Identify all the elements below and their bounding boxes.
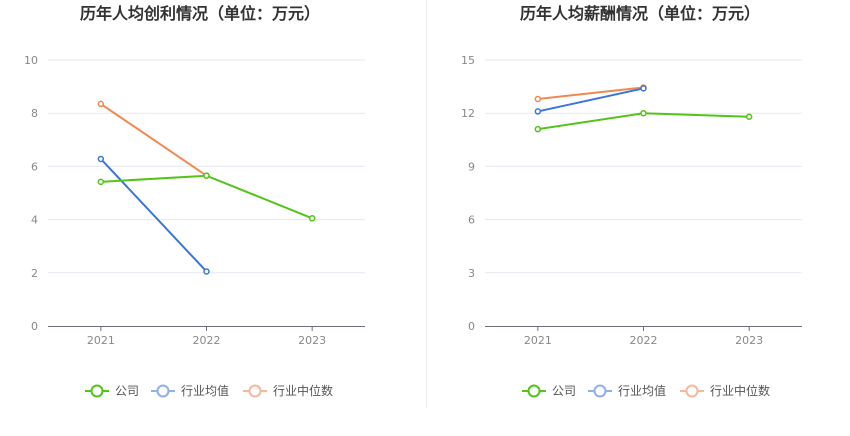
- x-tick-label: 2023: [298, 334, 326, 347]
- y-tick-label: 3: [468, 267, 475, 280]
- y-tick-label: 9: [468, 160, 475, 173]
- data-point-company[interactable]: [640, 109, 647, 117]
- legend-marker: [90, 384, 104, 398]
- profit-per-capita-chart: 历年人均创利情况（单位：万元） 0 2 4 6 8 10 2021 2022 2023 公司 行业均…: [24, 4, 365, 398]
- x-tick-label: 2021: [524, 334, 552, 347]
- y-tick-label: 6: [468, 214, 475, 227]
- y-tick-label: 15: [461, 54, 475, 67]
- series-line-industry-median: [100, 103, 208, 177]
- y-tick-label: 6: [31, 160, 38, 173]
- chart-title: 历年人均薪酬情况（单位：万元）: [520, 4, 760, 23]
- data-point-industry-avg[interactable]: [97, 155, 105, 163]
- legend-marker: [527, 384, 541, 398]
- data-point-industry-median[interactable]: [534, 95, 542, 103]
- x-tick-label: 2021: [87, 334, 115, 347]
- y-tick-label: 10: [24, 54, 38, 67]
- series-line-industry-avg: [100, 158, 208, 273]
- data-point-company[interactable]: [97, 178, 105, 186]
- series-line-industry-median: [537, 86, 644, 101]
- legend-label: 公司: [552, 384, 576, 398]
- legend-marker: [156, 384, 170, 398]
- legend-label: 公司: [115, 384, 139, 398]
- panel-divider: [426, 0, 427, 408]
- x-tick-label: 2022: [630, 334, 658, 347]
- series-line-company: [100, 174, 313, 220]
- y-tick-label: 0: [468, 320, 475, 333]
- legend-marker: [248, 384, 262, 398]
- data-point-company[interactable]: [745, 113, 753, 120]
- y-tick-label: 0: [31, 320, 38, 333]
- data-point-industry-median[interactable]: [97, 100, 105, 108]
- data-point-company[interactable]: [534, 125, 542, 133]
- series-line-company: [537, 112, 750, 131]
- legend-item-company[interactable]: 公司: [522, 384, 576, 398]
- data-point-industry-median[interactable]: [640, 84, 647, 91]
- chart-title: 历年人均创利情况（单位：万元）: [80, 4, 320, 23]
- series-line-industry-avg: [537, 87, 644, 113]
- legend-label: 行业中位数: [710, 383, 770, 398]
- x-tick-label: 2023: [735, 334, 763, 347]
- y-tick-label: 8: [31, 107, 38, 120]
- data-point-industry-avg[interactable]: [640, 85, 647, 92]
- data-point-company[interactable]: [203, 172, 210, 179]
- legend-item-industry-avg[interactable]: 行业均值: [151, 383, 229, 398]
- legend-label: 行业均值: [618, 383, 666, 398]
- legend-item-industry-median[interactable]: 行业中位数: [243, 383, 333, 398]
- legend-label: 行业均值: [181, 383, 229, 398]
- legend-item-industry-avg[interactable]: 行业均值: [588, 383, 666, 398]
- legend-item-industry-median[interactable]: 行业中位数: [680, 383, 770, 398]
- legend-label: 行业中位数: [273, 383, 333, 398]
- data-point-company[interactable]: [308, 215, 316, 222]
- data-point-industry-avg[interactable]: [203, 268, 210, 275]
- legend-item-company[interactable]: 公司: [85, 384, 139, 398]
- legend-marker: [593, 384, 607, 398]
- data-point-industry-avg[interactable]: [534, 108, 542, 115]
- y-tick-label: 4: [31, 214, 38, 227]
- y-tick-label: 12: [461, 107, 475, 120]
- legend-marker: [685, 384, 699, 398]
- y-tick-label: 2: [31, 267, 38, 280]
- x-tick-label: 2022: [193, 334, 221, 347]
